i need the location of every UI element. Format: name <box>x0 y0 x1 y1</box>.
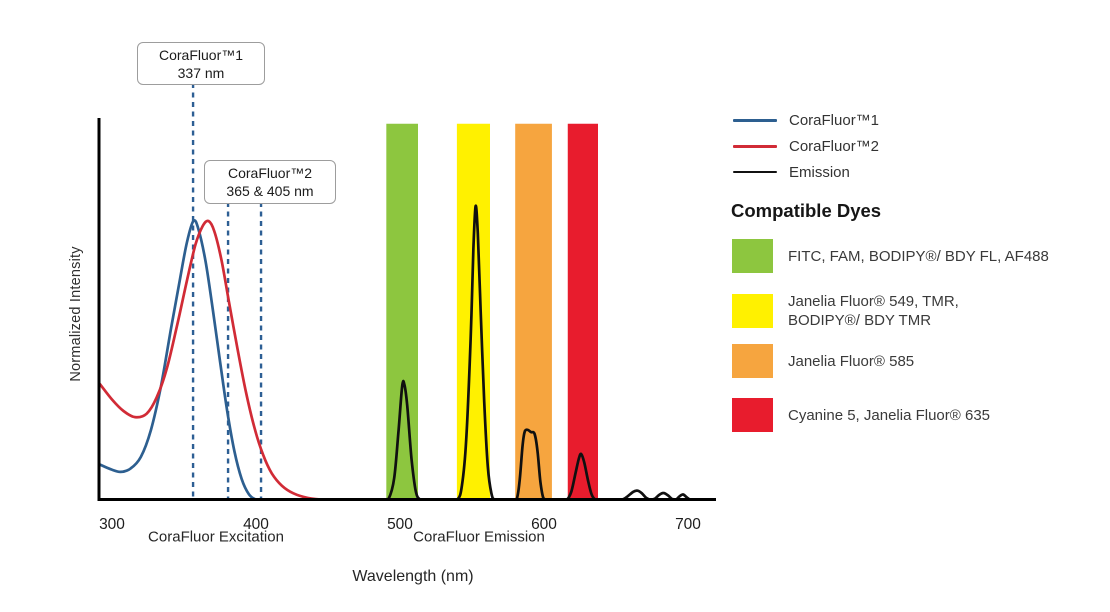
x-axis-label: Wavelength (nm) <box>352 568 474 585</box>
x-tick-300: 300 <box>99 516 125 533</box>
dye-label: Janelia Fluor® 585 <box>788 352 914 371</box>
legend-line-swatch <box>733 118 777 122</box>
dye-color-swatch <box>732 398 773 432</box>
annotation-corafluor1-title: CoraFluor™1 <box>158 46 244 63</box>
annotation-corafluor1-wavelength: 337 nm <box>177 64 225 81</box>
annotation-corafluor2-wavelength: 365 & 405 nm <box>226 183 314 199</box>
dye-color-swatch <box>732 239 773 273</box>
legend-label: CoraFluor™1 <box>789 111 880 129</box>
annotation-corafluor2: CoraFluor™2 365 & 405 nm <box>204 160 336 204</box>
dye-color-swatch <box>732 344 773 378</box>
x-tick-600: 600 <box>531 516 557 533</box>
green-band <box>386 123 418 500</box>
x-section-label-emission: CoraFluor Emission <box>413 528 545 546</box>
compatible-dyes-heading: Compatible Dyes <box>731 200 882 221</box>
yellow-band <box>456 123 490 500</box>
dye-row: Janelia Fluor® 585 <box>732 344 914 378</box>
x-tick-700: 700 <box>675 516 701 533</box>
legend-item: Emission <box>733 159 879 185</box>
red-band <box>567 123 598 500</box>
dye-label-line: BODIPY®/ BDY TMR <box>788 312 932 329</box>
legend: CoraFluor™1 CoraFluor™2 Emission <box>733 107 879 185</box>
legend-line-swatch <box>733 144 777 148</box>
dye-label: FITC, FAM, BODIPY®/ BDY FL, AF488 <box>788 247 1049 266</box>
excitation-curve-corafluor1 <box>98 219 265 501</box>
annotation-corafluor2-title: CoraFluor™2 <box>227 165 313 181</box>
annotation-corafluor1: CoraFluor™1 337 nm <box>137 42 265 85</box>
dye-row: Janelia Fluor® 549, TMR, BODIPY®/ BDY TMR <box>732 292 959 330</box>
dye-label-line: FITC, FAM, BODIPY®/ BDY FL, AF488 <box>788 247 1049 265</box>
x-tick-500: 500 <box>387 516 413 533</box>
x-tick-400: 400 <box>243 516 269 533</box>
legend-item: CoraFluor™1 <box>733 107 879 133</box>
orange-band <box>515 123 552 500</box>
emission-curve <box>312 204 714 501</box>
dye-label-line: Janelia Fluor® 585 <box>788 352 915 370</box>
dye-label: Cyanine 5, Janelia Fluor® 635 <box>788 406 990 425</box>
y-axis-label: Normalized Intensity <box>68 246 84 382</box>
excitation-curve-corafluor2 <box>98 219 341 501</box>
dye-row: Cyanine 5, Janelia Fluor® 635 <box>732 398 990 432</box>
dye-label: Janelia Fluor® 549, TMR, BODIPY®/ BDY TMR <box>788 292 959 330</box>
legend-label: CoraFluor™2 <box>789 137 880 155</box>
dye-label-line: Janelia Fluor® 549, TMR, <box>788 293 959 310</box>
legend-label: Emission <box>789 163 850 181</box>
legend-line-swatch <box>733 170 777 174</box>
dye-color-swatch <box>732 294 773 328</box>
axes-lines <box>97 118 716 501</box>
dye-label-line: Cyanine 5, Janelia Fluor® 635 <box>788 406 991 424</box>
legend-item: CoraFluor™2 <box>733 133 879 159</box>
x-section-label-excitation: CoraFluor Excitation <box>148 528 284 546</box>
dye-row: FITC, FAM, BODIPY®/ BDY FL, AF488 <box>732 239 1049 273</box>
